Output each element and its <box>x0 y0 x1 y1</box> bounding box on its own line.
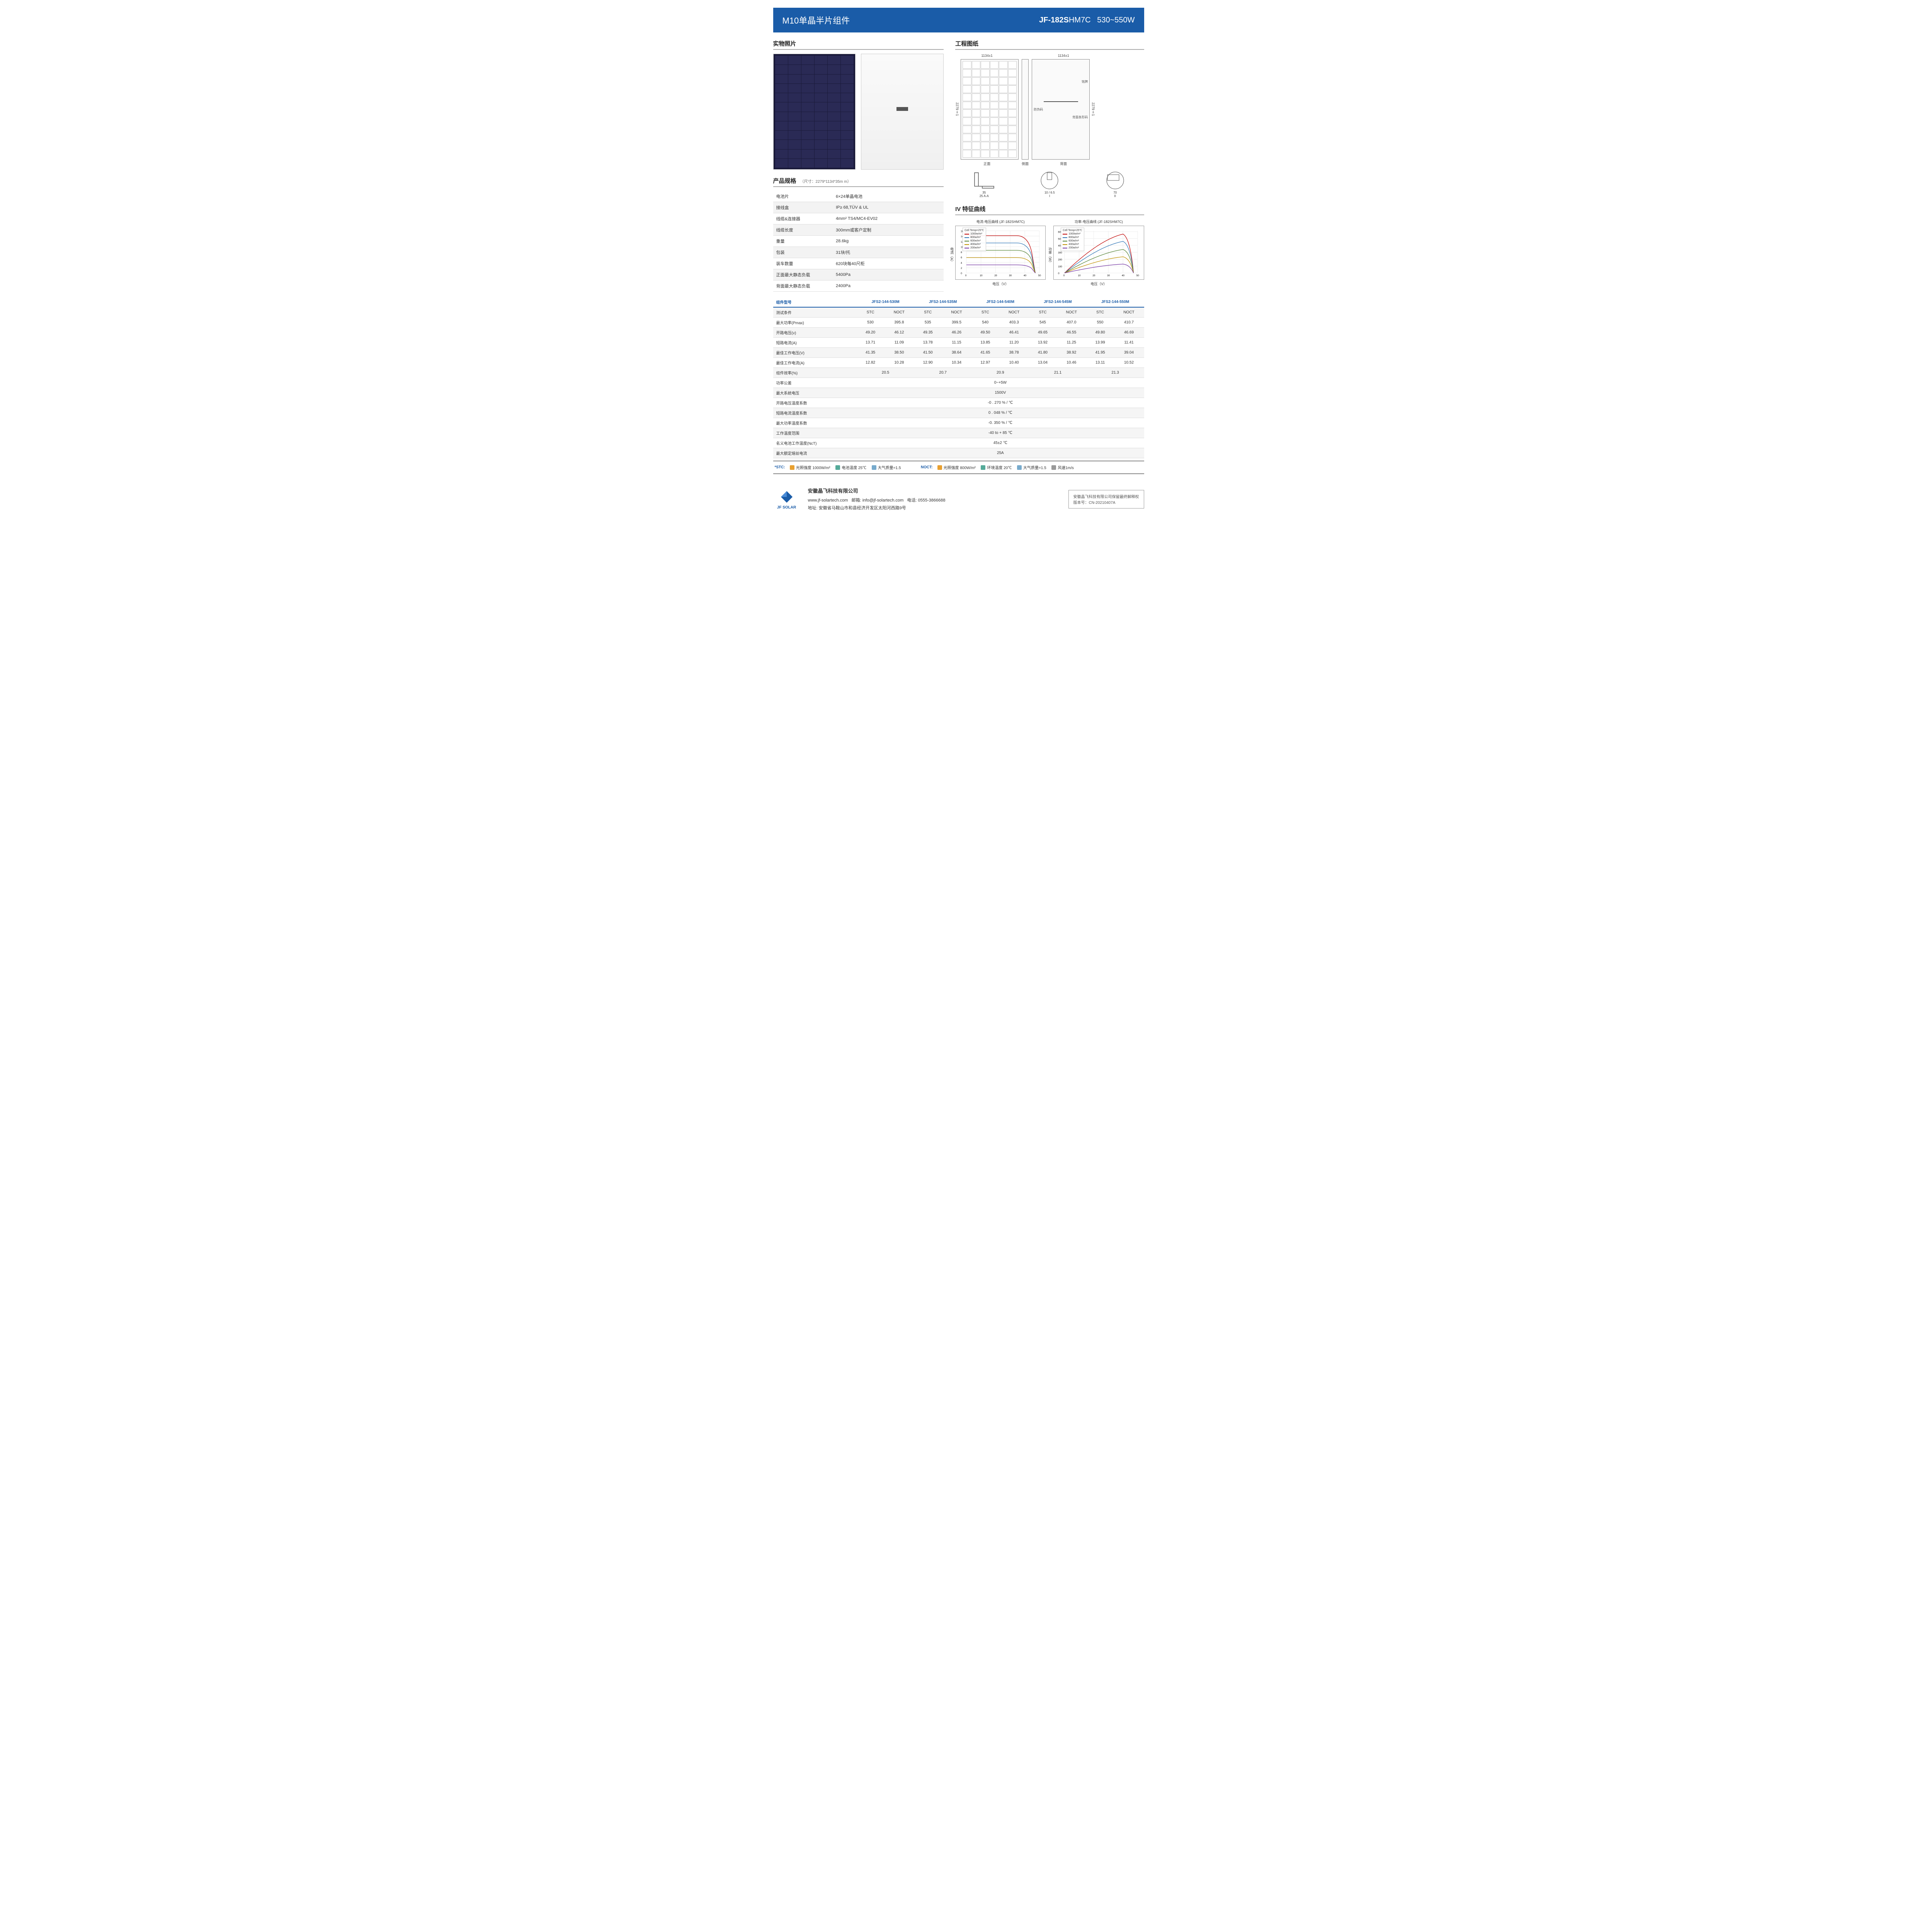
iv-chart-current: 电流-电压曲线 (JF-182SHM7C) 电流（A） Cell Temp=25… <box>955 219 1046 286</box>
svg-text:10: 10 <box>980 274 983 277</box>
svg-text:30: 30 <box>1009 274 1012 277</box>
section-specs: 产品规格（尺寸：2279*1134*35m m） <box>773 177 944 187</box>
svg-text:40: 40 <box>1024 274 1027 277</box>
spec-value: 620块每40尺柜 <box>833 258 944 269</box>
svg-text:2: 2 <box>961 267 962 270</box>
dim-width: 1134±1 <box>981 54 992 58</box>
profiles: 3525 A-A 10 / 6.5I 70II <box>955 171 1144 198</box>
spec-label: 包装 <box>773 247 833 258</box>
spec-value: 31块/托 <box>833 247 944 258</box>
svg-text:100: 100 <box>1058 265 1062 268</box>
photo-back <box>861 54 944 170</box>
drawing-side <box>1022 59 1029 160</box>
svg-text:10: 10 <box>1078 274 1081 277</box>
spec-value: 6×24单晶电池 <box>833 191 944 202</box>
model-col: JFS2-144-545M <box>1029 297 1087 307</box>
dim-height: 2279±1 <box>955 102 959 116</box>
spec-label: 接线盒 <box>773 202 833 213</box>
param-label: 最佳工作电流(A) <box>773 358 857 368</box>
svg-text:20: 20 <box>1093 274 1096 277</box>
spec-table: 电池片6×24单晶电池接线盒IP≥ 68,TÜV & UL线缆&连接器4mm² … <box>773 191 944 292</box>
svg-text:50: 50 <box>1136 274 1140 277</box>
svg-text:0: 0 <box>961 272 962 275</box>
spec-value: 2400Pa <box>833 281 944 292</box>
footer: JF SOLAR 安徽晶飞科技有限公司 www.jf-solartech.com… <box>773 486 1144 513</box>
drawing-back: 铭牌 防伪码 背面条形码 <box>1032 59 1090 160</box>
spec-value: 5400Pa <box>833 269 944 281</box>
model-col: JFS2-144-540M <box>971 297 1029 307</box>
spec-label: 正面最大静态负载 <box>773 269 833 281</box>
spec-label: 线缆长度 <box>773 224 833 236</box>
svg-text:30: 30 <box>1107 274 1110 277</box>
model-col: JFS2-144-550M <box>1087 297 1144 307</box>
section-photos: 实物照片 <box>773 39 944 50</box>
spec-value: IP≥ 68,TÜV & UL <box>833 202 944 213</box>
iv-chart-power: 功率-电压曲线 (JF-182SHM7C) 功率（W） Cell Temp=25… <box>1053 219 1144 286</box>
section-iv: IV 特征曲线 <box>955 205 1144 215</box>
svg-text:8: 8 <box>961 251 962 254</box>
param-label: 开路电压(v) <box>773 328 857 338</box>
product-title: M10单晶半片组件 <box>782 14 850 26</box>
svg-text:0: 0 <box>1063 274 1065 277</box>
svg-text:200: 200 <box>1058 259 1062 261</box>
company-logo: JF SOLAR <box>773 486 800 513</box>
section-drawing: 工程图纸 <box>955 39 1144 50</box>
spec-dimensions: （尺寸：2279*1134*35m m） <box>800 180 851 184</box>
param-label: 最佳工作电压(V) <box>773 348 857 358</box>
photo-front <box>773 54 856 170</box>
engineering-drawing: 1134±1 2279±1 正面 侧面 1134±1 铭牌 防伪码 <box>955 54 1144 166</box>
spec-label: 重量 <box>773 236 833 247</box>
rights-notice: 安徽晶飞科技有限公司保留最终解释权 版本号：CN-20210407A <box>1068 490 1144 509</box>
product-photos <box>773 54 944 170</box>
svg-text:0: 0 <box>1058 272 1060 275</box>
param-label: 短路电流(A) <box>773 338 857 348</box>
header-bar: M10单晶半片组件 JF-182SHM7C 530~550W <box>773 8 1144 32</box>
spec-value: 300mm或客户定制 <box>833 224 944 236</box>
test-conditions: *STC: 光照强度 1000W/m² 电池温度 25℃ 大气质量=1.5 NO… <box>773 461 1144 474</box>
model-table: 组件型号JFS2-144-530MJFS2-144-535MJFS2-144-5… <box>773 297 1144 458</box>
model-header: 组件型号 <box>773 297 857 307</box>
spec-label: 电池片 <box>773 191 833 202</box>
svg-text:4: 4 <box>961 262 962 264</box>
param-label: 最大功率(Pmax) <box>773 318 857 328</box>
svg-text:40: 40 <box>1122 274 1125 277</box>
svg-text:6: 6 <box>961 257 962 259</box>
spec-label: 线缆&连接器 <box>773 213 833 224</box>
model-col: JFS2-144-530M <box>857 297 914 307</box>
spec-value: 4mm² TS4/MC4-EV02 <box>833 213 944 224</box>
model-col: JFS2-144-535M <box>914 297 972 307</box>
svg-text:300: 300 <box>1058 252 1062 254</box>
iv-charts: 电流-电压曲线 (JF-182SHM7C) 电流（A） Cell Temp=25… <box>955 219 1144 286</box>
spec-value: 28.6kg <box>833 236 944 247</box>
svg-text:0: 0 <box>965 274 967 277</box>
product-model: JF-182SHM7C 530~550W <box>1039 16 1135 25</box>
company-info: 安徽晶飞科技有限公司 www.jf-solartech.com 邮箱: info… <box>808 486 1061 512</box>
spec-label: 背面最大静态负载 <box>773 281 833 292</box>
svg-text:50: 50 <box>1038 274 1041 277</box>
svg-text:20: 20 <box>994 274 997 277</box>
spec-label: 装车数量 <box>773 258 833 269</box>
drawing-front <box>961 59 1019 160</box>
